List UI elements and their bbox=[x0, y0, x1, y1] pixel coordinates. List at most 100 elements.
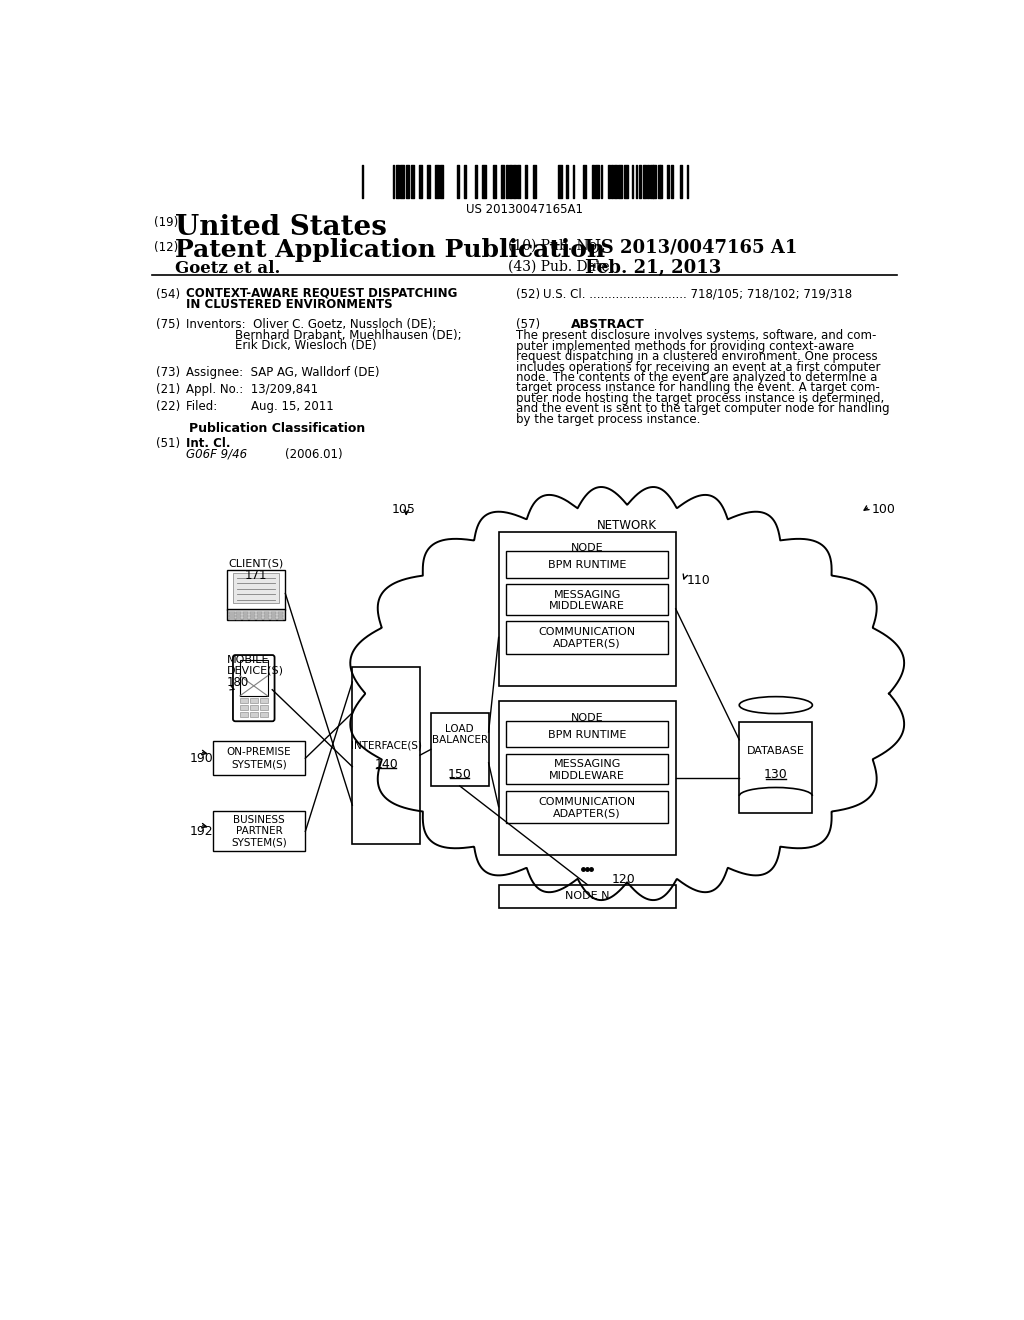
Text: U.S. Cl. .......................... 718/105; 718/102; 719/318: U.S. Cl. .......................... 718/… bbox=[543, 288, 852, 301]
Text: 130: 130 bbox=[764, 768, 787, 781]
Text: by the target process instance.: by the target process instance. bbox=[515, 412, 700, 425]
Text: (52): (52) bbox=[515, 288, 540, 301]
Text: Assignee:  SAP AG, Walldorf (DE): Assignee: SAP AG, Walldorf (DE) bbox=[186, 367, 380, 379]
Text: (57): (57) bbox=[515, 318, 540, 331]
Text: Inventors:  Oliver C. Goetz, Nussloch (DE);: Inventors: Oliver C. Goetz, Nussloch (DE… bbox=[186, 318, 436, 331]
Bar bbox=[499, 701, 676, 855]
Text: (10) Pub. No.:: (10) Pub. No.: bbox=[508, 239, 605, 252]
Bar bbox=[226, 570, 286, 610]
Text: 100: 100 bbox=[871, 503, 895, 516]
Text: IN CLUSTERED ENVIRONMENTS: IN CLUSTERED ENVIRONMENTS bbox=[186, 298, 392, 310]
Bar bbox=[250, 618, 255, 620]
Text: (51): (51) bbox=[156, 437, 180, 450]
Text: CONTEXT-AWARE REQUEST DISPATCHING: CONTEXT-AWARE REQUEST DISPATCHING bbox=[186, 286, 458, 300]
Bar bbox=[250, 612, 255, 614]
Bar bbox=[213, 812, 305, 851]
Bar bbox=[226, 609, 286, 619]
Bar bbox=[237, 612, 242, 614]
Bar bbox=[506, 721, 668, 747]
Text: puter implemented methods for providing context-aware: puter implemented methods for providing … bbox=[515, 339, 854, 352]
Text: BPM RUNTIME: BPM RUNTIME bbox=[548, 730, 627, 739]
Text: Bernhard Drabant, Muehlhausen (DE);: Bernhard Drabant, Muehlhausen (DE); bbox=[234, 329, 461, 342]
Bar bbox=[243, 618, 249, 620]
Text: Publication Classification: Publication Classification bbox=[188, 422, 365, 434]
Text: LOAD
BALANCER: LOAD BALANCER bbox=[432, 723, 487, 746]
Bar bbox=[260, 711, 267, 717]
Text: (54): (54) bbox=[156, 288, 180, 301]
Bar bbox=[506, 791, 668, 822]
Bar bbox=[213, 742, 305, 775]
Bar bbox=[264, 618, 269, 620]
Bar bbox=[240, 705, 248, 710]
Text: (2006.01): (2006.01) bbox=[285, 447, 342, 461]
Text: Goetz et al.: Goetz et al. bbox=[175, 260, 281, 277]
Bar bbox=[506, 552, 668, 578]
Text: Erik Dick, Wiesloch (DE): Erik Dick, Wiesloch (DE) bbox=[234, 339, 376, 352]
Bar bbox=[229, 612, 234, 614]
Text: (73): (73) bbox=[156, 367, 180, 379]
FancyBboxPatch shape bbox=[233, 655, 274, 721]
Text: puter node hosting the target process instance is determined,: puter node hosting the target process in… bbox=[515, 392, 884, 405]
Bar bbox=[264, 612, 269, 614]
Bar bbox=[499, 884, 676, 908]
Bar bbox=[506, 754, 668, 784]
Bar bbox=[250, 711, 258, 717]
Bar bbox=[431, 713, 488, 785]
Text: 190: 190 bbox=[189, 752, 214, 766]
Text: US 20130047165A1: US 20130047165A1 bbox=[466, 203, 584, 216]
Text: 105: 105 bbox=[392, 503, 416, 516]
Text: (43) Pub. Date:: (43) Pub. Date: bbox=[508, 260, 614, 275]
Text: (75): (75) bbox=[156, 318, 180, 331]
Bar bbox=[278, 618, 283, 620]
Bar bbox=[506, 585, 668, 615]
Bar bbox=[739, 722, 812, 813]
Text: BUSINESS
PARTNER
SYSTEM(S): BUSINESS PARTNER SYSTEM(S) bbox=[231, 814, 287, 847]
Text: 180: 180 bbox=[226, 676, 249, 689]
Bar bbox=[243, 615, 249, 618]
Bar bbox=[270, 612, 276, 614]
Text: ABSTRACT: ABSTRACT bbox=[571, 318, 645, 331]
Bar bbox=[270, 618, 276, 620]
Bar bbox=[250, 705, 258, 710]
Text: Appl. No.:  13/209,841: Appl. No.: 13/209,841 bbox=[186, 383, 318, 396]
Text: BPM RUNTIME: BPM RUNTIME bbox=[548, 561, 627, 570]
Bar bbox=[257, 618, 262, 620]
Bar bbox=[506, 622, 668, 653]
Bar bbox=[257, 615, 262, 618]
Bar bbox=[237, 618, 242, 620]
Bar bbox=[260, 698, 267, 702]
Bar bbox=[352, 667, 420, 843]
Text: NETWORK: NETWORK bbox=[597, 519, 657, 532]
Text: Int. Cl.: Int. Cl. bbox=[186, 437, 230, 450]
Text: United States: United States bbox=[175, 214, 387, 240]
Text: 140: 140 bbox=[375, 758, 398, 771]
Text: (19): (19) bbox=[154, 216, 178, 230]
Text: NODE: NODE bbox=[570, 544, 603, 553]
Text: MESSAGING
MIDDLEWARE: MESSAGING MIDDLEWARE bbox=[549, 590, 625, 611]
Bar bbox=[240, 698, 248, 702]
Text: US 2013/0047165 A1: US 2013/0047165 A1 bbox=[585, 239, 798, 256]
Text: 171: 171 bbox=[245, 569, 267, 582]
Bar bbox=[229, 615, 234, 618]
Bar bbox=[270, 615, 276, 618]
Bar bbox=[233, 573, 280, 603]
Text: COMMUNICATION
ADAPTER(S): COMMUNICATION ADAPTER(S) bbox=[539, 627, 636, 649]
Text: Filed:         Aug. 15, 2011: Filed: Aug. 15, 2011 bbox=[186, 400, 334, 413]
Text: includes operations for receiving an event at a first computer: includes operations for receiving an eve… bbox=[515, 360, 880, 374]
Bar bbox=[229, 618, 234, 620]
Text: The present disclosure involves systems, software, and com-: The present disclosure involves systems,… bbox=[515, 330, 876, 342]
Text: NODE N: NODE N bbox=[565, 891, 609, 902]
Text: DATABASE: DATABASE bbox=[746, 746, 805, 756]
Ellipse shape bbox=[739, 697, 812, 714]
Bar bbox=[240, 660, 267, 696]
Text: (22): (22) bbox=[156, 400, 180, 413]
Text: and the event is sent to the target computer node for handling: and the event is sent to the target comp… bbox=[515, 403, 889, 414]
Text: (12): (12) bbox=[154, 240, 178, 253]
Text: Feb. 21, 2013: Feb. 21, 2013 bbox=[585, 259, 721, 276]
Text: request dispatching in a clustered environment. One process: request dispatching in a clustered envir… bbox=[515, 350, 878, 363]
Text: (21): (21) bbox=[156, 383, 180, 396]
Bar bbox=[250, 615, 255, 618]
Text: ON-PREMISE
SYSTEM(S): ON-PREMISE SYSTEM(S) bbox=[227, 747, 292, 770]
Bar bbox=[278, 612, 283, 614]
Text: DEVICE(S): DEVICE(S) bbox=[226, 665, 284, 676]
